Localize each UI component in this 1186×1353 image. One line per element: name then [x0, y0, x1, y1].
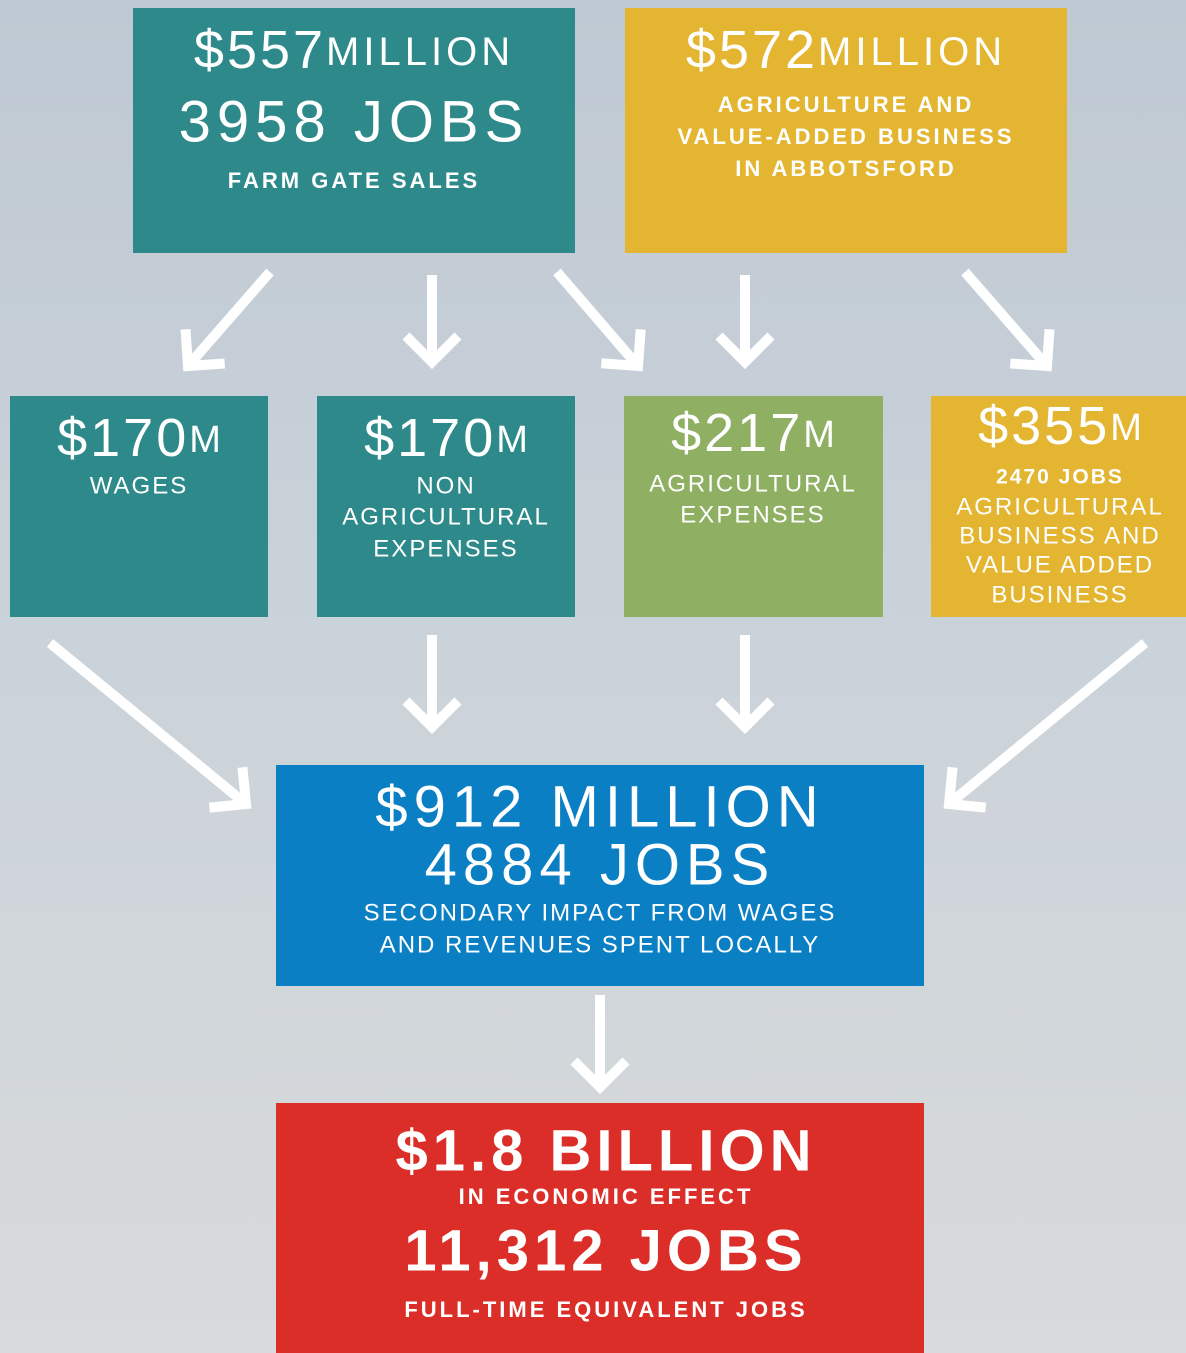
- caption: AGRICULTURAL: [956, 493, 1164, 520]
- caption: FULL-TIME EQUIVALENT JOBS: [404, 1297, 807, 1322]
- amount-line: $170M: [364, 408, 528, 468]
- caption: IN ABBOTSFORD: [735, 156, 957, 181]
- arrow: [943, 639, 1149, 813]
- box: [625, 8, 1067, 253]
- box-farm-gate: $557MILLION 3958 JOBS FARM GATE SALES: [133, 8, 575, 253]
- caption: BUSINESS AND: [959, 522, 1160, 549]
- box-ag-expenses: $217M AGRICULTURAL EXPENSES: [624, 396, 883, 617]
- box-non-ag: $170M NON AGRICULTURAL EXPENSES: [317, 396, 575, 617]
- box: [133, 8, 575, 253]
- box: [276, 1103, 924, 1353]
- unit: M: [803, 414, 835, 456]
- amount-line: $572MILLION: [686, 20, 1006, 80]
- amount-line: $170M: [57, 408, 221, 468]
- jobs: 2470 JOBS: [996, 466, 1124, 489]
- caption: EXPENSES: [373, 535, 518, 562]
- amount-line: $217M: [671, 403, 835, 463]
- amount: $170: [57, 408, 189, 468]
- unit: M: [496, 419, 528, 461]
- amount: $217: [671, 403, 803, 463]
- jobs: 4884 JOBS: [425, 832, 776, 897]
- caption: SECONDARY IMPACT FROM WAGES: [364, 899, 837, 926]
- caption: EXPENSES: [680, 501, 825, 528]
- box: [317, 396, 575, 617]
- box-secondary: $912 MILLION 4884 JOBS SECONDARY IMPACT …: [276, 765, 924, 986]
- amount-line: $557MILLION: [194, 20, 514, 80]
- box: [276, 765, 924, 986]
- caption: AGRICULTURE AND: [718, 92, 974, 117]
- caption: VALUE ADDED: [966, 551, 1154, 578]
- caption: AGRICULTURAL: [649, 470, 857, 497]
- amount: $572: [686, 20, 818, 80]
- box-ag-business: $355M 2470 JOBS AGRICULTURAL BUSINESS AN…: [931, 396, 1186, 617]
- caption: AGRICULTURAL: [342, 503, 550, 530]
- arrow: [961, 268, 1055, 372]
- caption: AND REVENUES SPENT LOCALLY: [380, 931, 821, 958]
- unit: M: [1110, 407, 1142, 449]
- amount: $557: [194, 20, 326, 80]
- box-wages: $170M WAGES: [10, 396, 268, 617]
- unit: MILLION: [326, 30, 514, 74]
- arrow: [180, 268, 274, 372]
- amount: $912 MILLION: [375, 774, 824, 839]
- caption: NON: [416, 472, 475, 499]
- arrows: [46, 268, 1149, 1095]
- caption: IN ECONOMIC EFFECT: [459, 1184, 754, 1209]
- amount: $355: [978, 396, 1110, 456]
- box-total: $1.8 BILLION IN ECONOMIC EFFECT 11,312 J…: [276, 1103, 924, 1353]
- amount: $1.8 BILLION: [396, 1118, 817, 1183]
- caption: BUSINESS: [991, 581, 1128, 608]
- arrow: [46, 639, 252, 813]
- caption: WAGES: [90, 472, 188, 499]
- jobs: 11,312 JOBS: [404, 1218, 807, 1283]
- amount: $170: [364, 408, 496, 468]
- unit: M: [189, 419, 221, 461]
- box: [624, 396, 883, 617]
- caption: FARM GATE SALES: [228, 168, 480, 193]
- jobs: 3958 JOBS: [179, 89, 530, 154]
- box: [10, 396, 268, 617]
- caption: VALUE-ADDED BUSINESS: [677, 124, 1014, 149]
- amount-line: $355M: [978, 396, 1142, 456]
- box-agriculture: $572MILLION AGRICULTURE AND VALUE-ADDED …: [625, 8, 1067, 253]
- box: [931, 396, 1186, 617]
- unit: MILLION: [818, 30, 1006, 74]
- arrow: [553, 268, 646, 372]
